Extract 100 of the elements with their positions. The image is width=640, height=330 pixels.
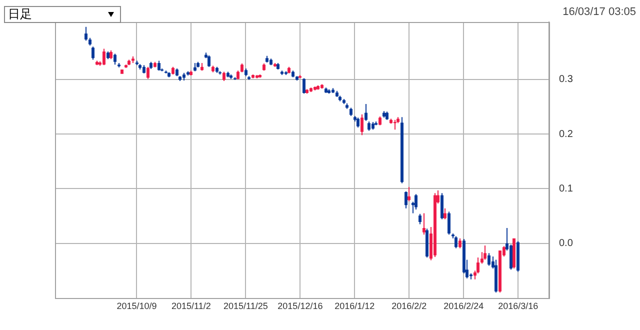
candlestick: [216, 66, 218, 73]
candlestick: [88, 38, 92, 46]
candlestick: [372, 122, 374, 130]
candlestick: [314, 86, 316, 90]
candlestick: [298, 75, 302, 78]
candlestick: [136, 60, 138, 66]
y-tick-label: 0.1: [559, 183, 574, 194]
candlestick: [292, 70, 294, 78]
candlestick: [274, 62, 276, 67]
candlestick: [236, 70, 240, 80]
candlestick: [394, 120, 396, 130]
candlestick: [172, 66, 174, 74]
x-tick-label: 2015/12/16: [278, 300, 323, 311]
candlestick: [262, 64, 266, 71]
candlestick: [252, 74, 254, 78]
candlestick: [230, 74, 232, 79]
candlestick: [110, 50, 112, 60]
candlestick: [378, 116, 382, 126]
candlestick: [512, 238, 516, 268]
candlestick: [494, 260, 498, 293]
candlestick: [164, 70, 168, 74]
candlestick: [186, 71, 190, 76]
candlestick: [284, 71, 288, 76]
candlestick: [190, 70, 192, 76]
candlestick: [414, 194, 418, 210]
candlestick: [404, 191, 408, 208]
candlestick: [448, 212, 450, 235]
candlestick: [106, 52, 110, 60]
dropdown: 日足: [4, 6, 121, 23]
candlestick: [256, 75, 258, 78]
candlestick: [142, 65, 146, 74]
x-tick-label: 2016/3/16: [498, 300, 538, 311]
candlestick: [234, 77, 236, 80]
candlestick: [182, 72, 186, 80]
candlestick: [280, 70, 284, 76]
candlestick: [158, 60, 160, 71]
candlestick: [154, 62, 156, 68]
candlestick: [226, 72, 230, 78]
x-tick-label: 2016/2/24: [444, 300, 484, 311]
x-tick-label: 2016/1/12: [334, 300, 375, 311]
candlestick: [102, 48, 106, 66]
candlestick: [400, 117, 404, 184]
candlestick: [266, 56, 268, 62]
x-tick-label: 2015/10/9: [116, 300, 157, 311]
candlestick: [440, 193, 444, 220]
candlestick: [118, 62, 120, 68]
candlestick: [342, 99, 346, 104]
candlestick: [138, 64, 142, 70]
candlestick: [316, 85, 320, 90]
candlestick: [208, 55, 210, 67]
candlestick: [426, 228, 428, 258]
y-tick-label: 0.2: [559, 128, 574, 140]
x-tick-label: 2015/11/25: [224, 300, 268, 311]
candlestick: [84, 26, 88, 41]
candlestick: [196, 62, 200, 68]
candlestick: [360, 114, 364, 136]
y-tick-label: 0.0: [559, 238, 574, 250]
candlestick: [222, 72, 226, 82]
candlestick: [218, 71, 222, 74]
candlestick: [516, 241, 520, 272]
candlestick: [320, 84, 324, 89]
candlestick: [96, 60, 98, 66]
candlestick: [114, 54, 116, 65]
candlestick: [306, 89, 308, 94]
candlestick: [128, 60, 130, 66]
candlestick: [296, 76, 298, 80]
candlestick: [212, 66, 214, 72]
candlestick: [288, 66, 290, 74]
text: 16/03/17 03:05: [562, 6, 636, 18]
candlestick: [194, 62, 196, 72]
candlestick: [168, 72, 170, 78]
candlestick: [484, 246, 486, 260]
candlestick: [382, 111, 386, 118]
candlestick: [270, 58, 272, 66]
candlestick: [178, 76, 182, 82]
candlestick: [302, 78, 306, 94]
candlestick: [150, 62, 152, 69]
candlestick: [408, 187, 410, 202]
candlestick: [200, 62, 204, 71]
candlestick: [336, 90, 338, 97]
candlestick: [454, 236, 458, 248]
candlestick: [332, 88, 334, 94]
candlestick: [244, 68, 248, 76]
x-tick-label: 2016/2/2: [392, 300, 427, 311]
candlestick: [92, 46, 94, 60]
candlestick: [422, 213, 426, 235]
candlestick: [146, 66, 150, 79]
y-tick-label: 0.3: [559, 74, 574, 86]
candlestick: [488, 253, 490, 266]
candlestick: [498, 250, 502, 293]
candlestick: [120, 70, 124, 74]
candlestick: [374, 121, 378, 126]
candlestick: [434, 193, 436, 258]
candlestick: [176, 68, 178, 76]
candlestick: [310, 88, 312, 92]
candlestick: [418, 214, 422, 224]
candlestick: [458, 238, 462, 248]
candlestick: [368, 121, 370, 131]
candlestick: [240, 64, 244, 72]
candlestick: [328, 89, 330, 94]
